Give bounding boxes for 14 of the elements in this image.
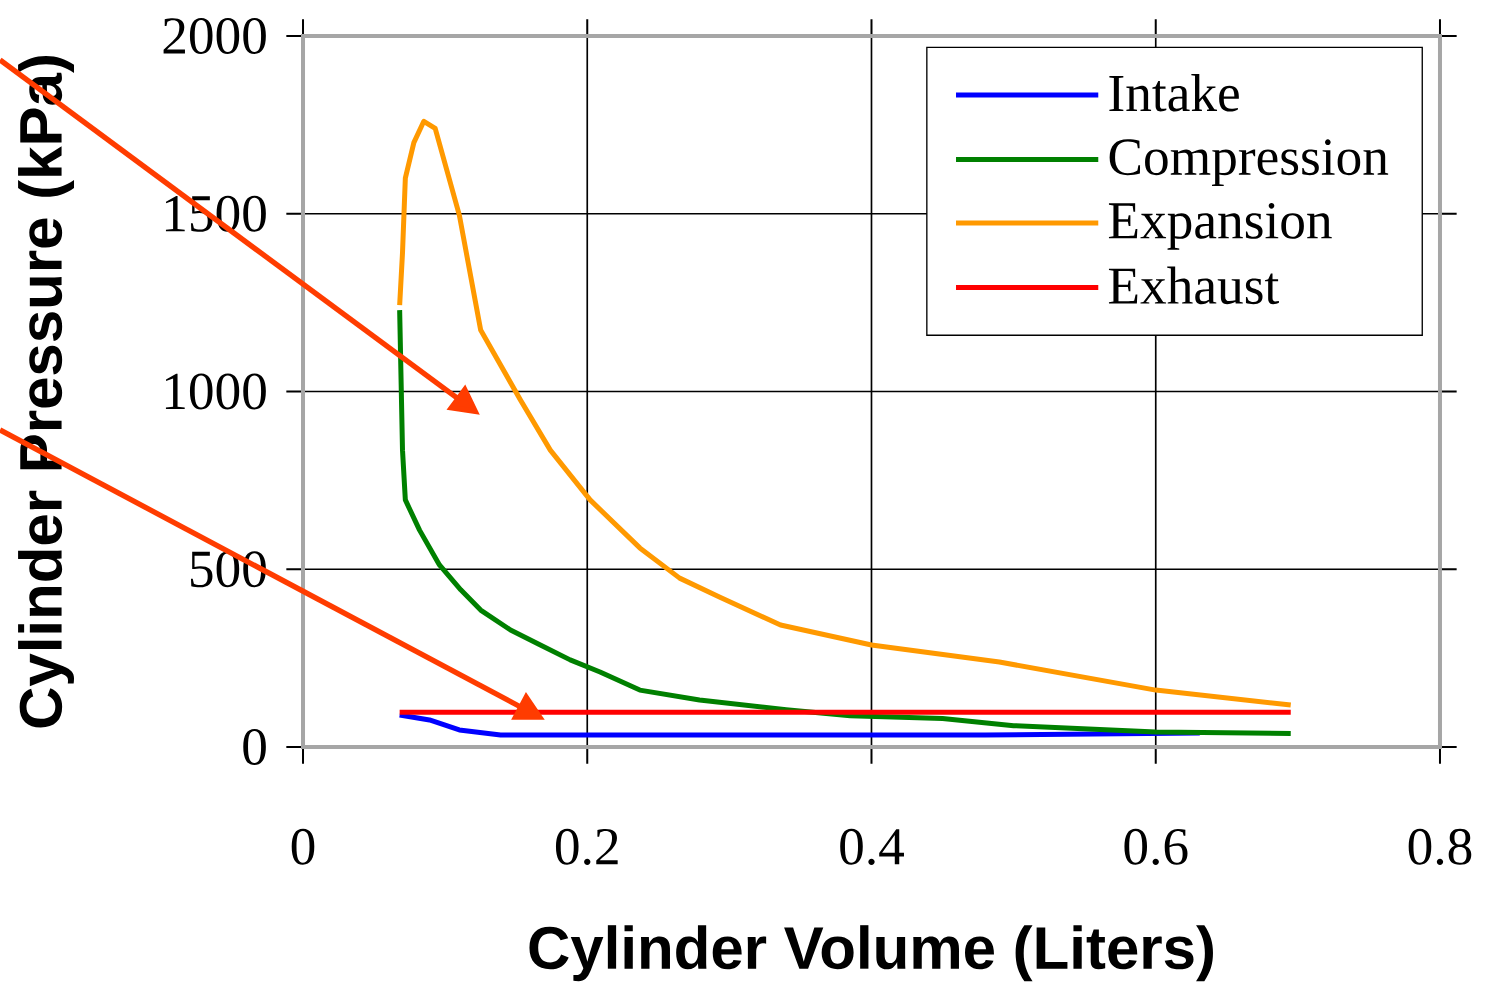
y-tick-label: 0 [243, 729, 266, 765]
x-axis-title: Cylinder Volume (Liters) [529, 925, 1213, 982]
x-tick-label: 0.8 [1408, 828, 1472, 865]
legend-label: Intake [1109, 73, 1239, 112]
x-tick-label: 0.2 [555, 828, 618, 865]
legend-label: Expansion [1108, 202, 1332, 250]
legend-label: Compression [1109, 139, 1389, 186]
x-tick-label: 0.6 [1124, 828, 1188, 865]
y-tick-label: 2000 [163, 18, 266, 54]
y-tick-label: 1000 [165, 373, 266, 410]
legend-label: Exhaust [1108, 266, 1279, 305]
x-tick-label: 0 [291, 828, 315, 865]
x-tick-label: 0.4 [840, 828, 904, 865]
y-axis-title: Cylinder Pressure (kPa) [18, 56, 75, 728]
